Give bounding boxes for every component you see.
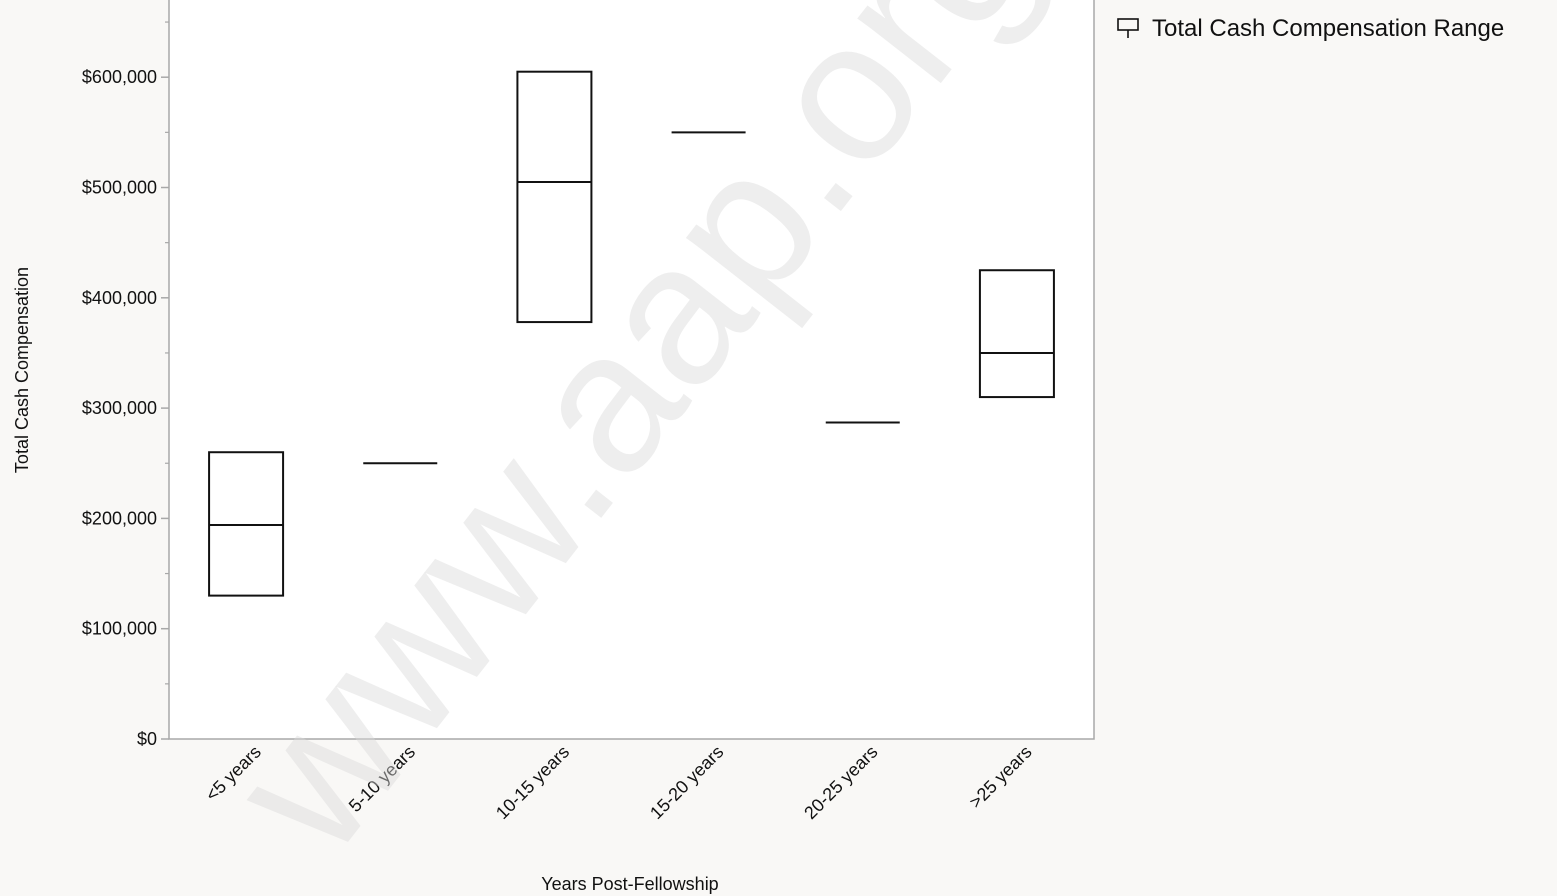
y-tick-label: $0 bbox=[137, 729, 157, 749]
x-tick-label: 15-20 years bbox=[646, 742, 727, 823]
y-tick-label: $600,000 bbox=[82, 67, 157, 87]
y-tick-label: $200,000 bbox=[82, 508, 157, 528]
y-axis-title: Total Cash Compensation bbox=[12, 267, 32, 473]
x-tick-label: 10-15 years bbox=[492, 742, 573, 823]
plot-area bbox=[169, 0, 1094, 739]
y-tick-label: $100,000 bbox=[82, 619, 157, 639]
range-box bbox=[208, 451, 285, 597]
x-tick-label: 20-25 years bbox=[800, 742, 881, 823]
y-tick-label: $500,000 bbox=[82, 178, 157, 198]
plot-frame bbox=[168, 0, 1095, 740]
y-tick-label: $400,000 bbox=[82, 288, 157, 308]
legend: Total Cash Compensation Range bbox=[1117, 15, 1504, 42]
range-box bbox=[516, 70, 593, 324]
x-tick-label: >25 years bbox=[965, 742, 1035, 812]
x-axis-title: Years Post-Fellowship bbox=[541, 874, 718, 894]
y-tick-label: $300,000 bbox=[82, 398, 157, 418]
y-axis: $0 $100,000 $200,000 $300,000 $400,000 $500,0… bbox=[82, 21, 169, 749]
range-box bbox=[978, 269, 1055, 399]
legend-label: Total Cash Compensation Range bbox=[1152, 15, 1504, 42]
legend-box-icon bbox=[1117, 18, 1139, 38]
chart-marks bbox=[208, 70, 1055, 597]
